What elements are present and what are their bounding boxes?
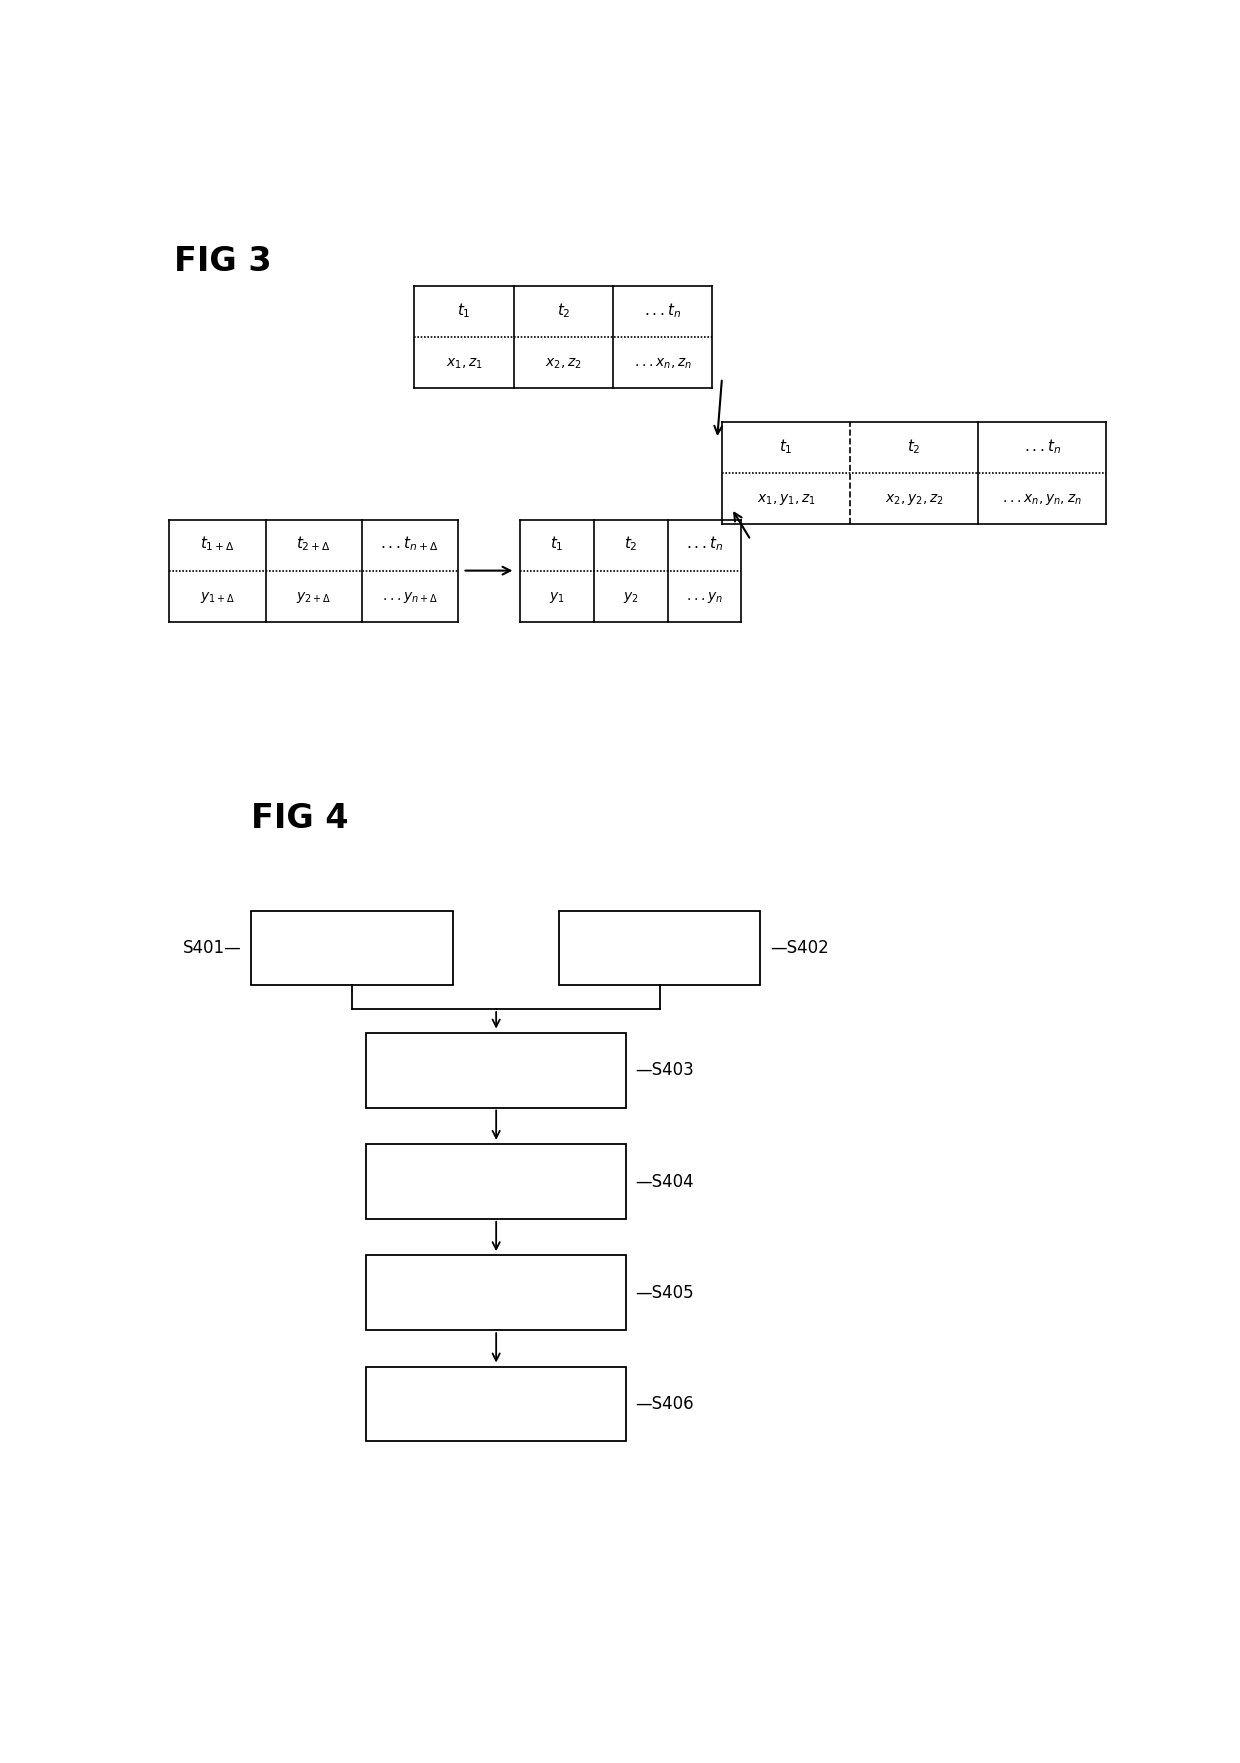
Bar	[367, 1033, 626, 1107]
Text: —S405: —S405	[635, 1283, 694, 1301]
Text: FIG 4: FIG 4	[250, 802, 348, 836]
Text: $x_2,z_2$: $x_2,z_2$	[546, 356, 582, 370]
Text: $t_{2+\Delta}$: $t_{2+\Delta}$	[296, 534, 331, 554]
Text: $t_1$: $t_1$	[551, 534, 564, 554]
Text: $t_2$: $t_2$	[624, 534, 637, 554]
Text: —S406: —S406	[635, 1395, 694, 1414]
Text: $...t_{n+\Delta}$: $...t_{n+\Delta}$	[381, 534, 439, 554]
Text: $t_1$: $t_1$	[458, 301, 471, 321]
Text: $y_{1+\Delta}$: $y_{1+\Delta}$	[200, 589, 236, 605]
Text: $t_1$: $t_1$	[779, 437, 792, 457]
Bar	[367, 1366, 626, 1442]
Text: —S403: —S403	[635, 1061, 694, 1079]
Text: $x_1,z_1$: $x_1,z_1$	[445, 356, 482, 370]
Text: $...y_n$: $...y_n$	[686, 589, 723, 605]
Text: $...t_n$: $...t_n$	[644, 301, 682, 321]
Bar	[367, 1144, 626, 1218]
Text: $...t_n$: $...t_n$	[1023, 437, 1061, 457]
Text: $...t_n$: $...t_n$	[686, 534, 723, 554]
Text: $...y_{n+\Delta}$: $...y_{n+\Delta}$	[382, 589, 438, 605]
Text: $x_2,y_2,z_2$: $x_2,y_2,z_2$	[885, 492, 944, 506]
Bar	[367, 1255, 626, 1329]
Bar	[250, 911, 453, 986]
Text: $y_1$: $y_1$	[549, 589, 565, 605]
Text: $t_{1+\Delta}$: $t_{1+\Delta}$	[200, 534, 236, 554]
Text: $t_2$: $t_2$	[557, 301, 570, 321]
Text: $y_{2+\Delta}$: $y_{2+\Delta}$	[296, 589, 331, 605]
Text: $t_2$: $t_2$	[908, 437, 921, 457]
Bar	[558, 911, 760, 986]
Text: FIG 3: FIG 3	[174, 245, 272, 279]
Text: $...x_n,z_n$: $...x_n,z_n$	[634, 356, 692, 370]
Text: S401—: S401—	[182, 940, 242, 957]
Text: —S404: —S404	[635, 1172, 694, 1190]
Text: $...x_n,y_n,z_n$: $...x_n,y_n,z_n$	[1002, 492, 1083, 506]
Text: —S402: —S402	[770, 940, 828, 957]
Text: $x_1,y_1,z_1$: $x_1,y_1,z_1$	[756, 492, 816, 506]
Text: $y_2$: $y_2$	[622, 589, 639, 605]
